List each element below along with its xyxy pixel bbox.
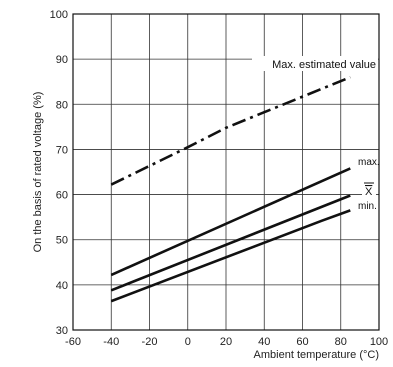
y-axis-label: On the basis of rated voltage (%) xyxy=(32,92,44,253)
y-tick-label: 90 xyxy=(56,54,68,66)
y-tick-label: 60 xyxy=(56,190,68,202)
x-tick-label: 0 xyxy=(185,336,191,348)
x-tick-label: -40 xyxy=(103,336,119,348)
y-tick-label: 50 xyxy=(56,235,68,247)
series-line-1 xyxy=(110,167,351,277)
series-line-3 xyxy=(110,209,351,303)
x-tick-label: -60 xyxy=(65,336,81,348)
x-tick-label: 100 xyxy=(370,336,388,348)
x-tick-label: 60 xyxy=(296,336,308,348)
annotation-bg xyxy=(362,182,376,198)
series-line-0 xyxy=(110,75,351,186)
x-tick-label: -20 xyxy=(142,336,158,348)
y-tick-labels: 30 40 50 60 70 80 90 100 xyxy=(50,9,68,337)
annotation-x-bar: X xyxy=(365,186,373,198)
series-lines xyxy=(110,75,351,303)
plot-frame xyxy=(72,13,380,331)
y-tick-label: 30 xyxy=(56,325,68,337)
x-tick-label: 40 xyxy=(258,336,270,348)
x-tick-labels: -60 -40 -20 0 20 40 60 80 100 xyxy=(65,336,388,348)
series-line-2 xyxy=(110,194,351,292)
annotation-bg xyxy=(356,155,379,167)
y-tick-label: 40 xyxy=(56,280,68,292)
y-tick-label: 100 xyxy=(50,9,68,21)
y-tick-label: 70 xyxy=(56,144,68,156)
x-tick-label: 80 xyxy=(335,336,347,348)
annotation-min: min. xyxy=(358,201,377,212)
annotation-bg xyxy=(356,199,379,211)
annotation-max-estimated: Max. estimated value xyxy=(272,59,376,71)
y-tick-label: 80 xyxy=(56,99,68,111)
x-tick-label: 20 xyxy=(220,336,232,348)
x-axis-label: Ambient temperature (°C) xyxy=(254,349,379,361)
annotation-bg xyxy=(252,56,378,71)
annotation-max: max. xyxy=(358,157,380,168)
